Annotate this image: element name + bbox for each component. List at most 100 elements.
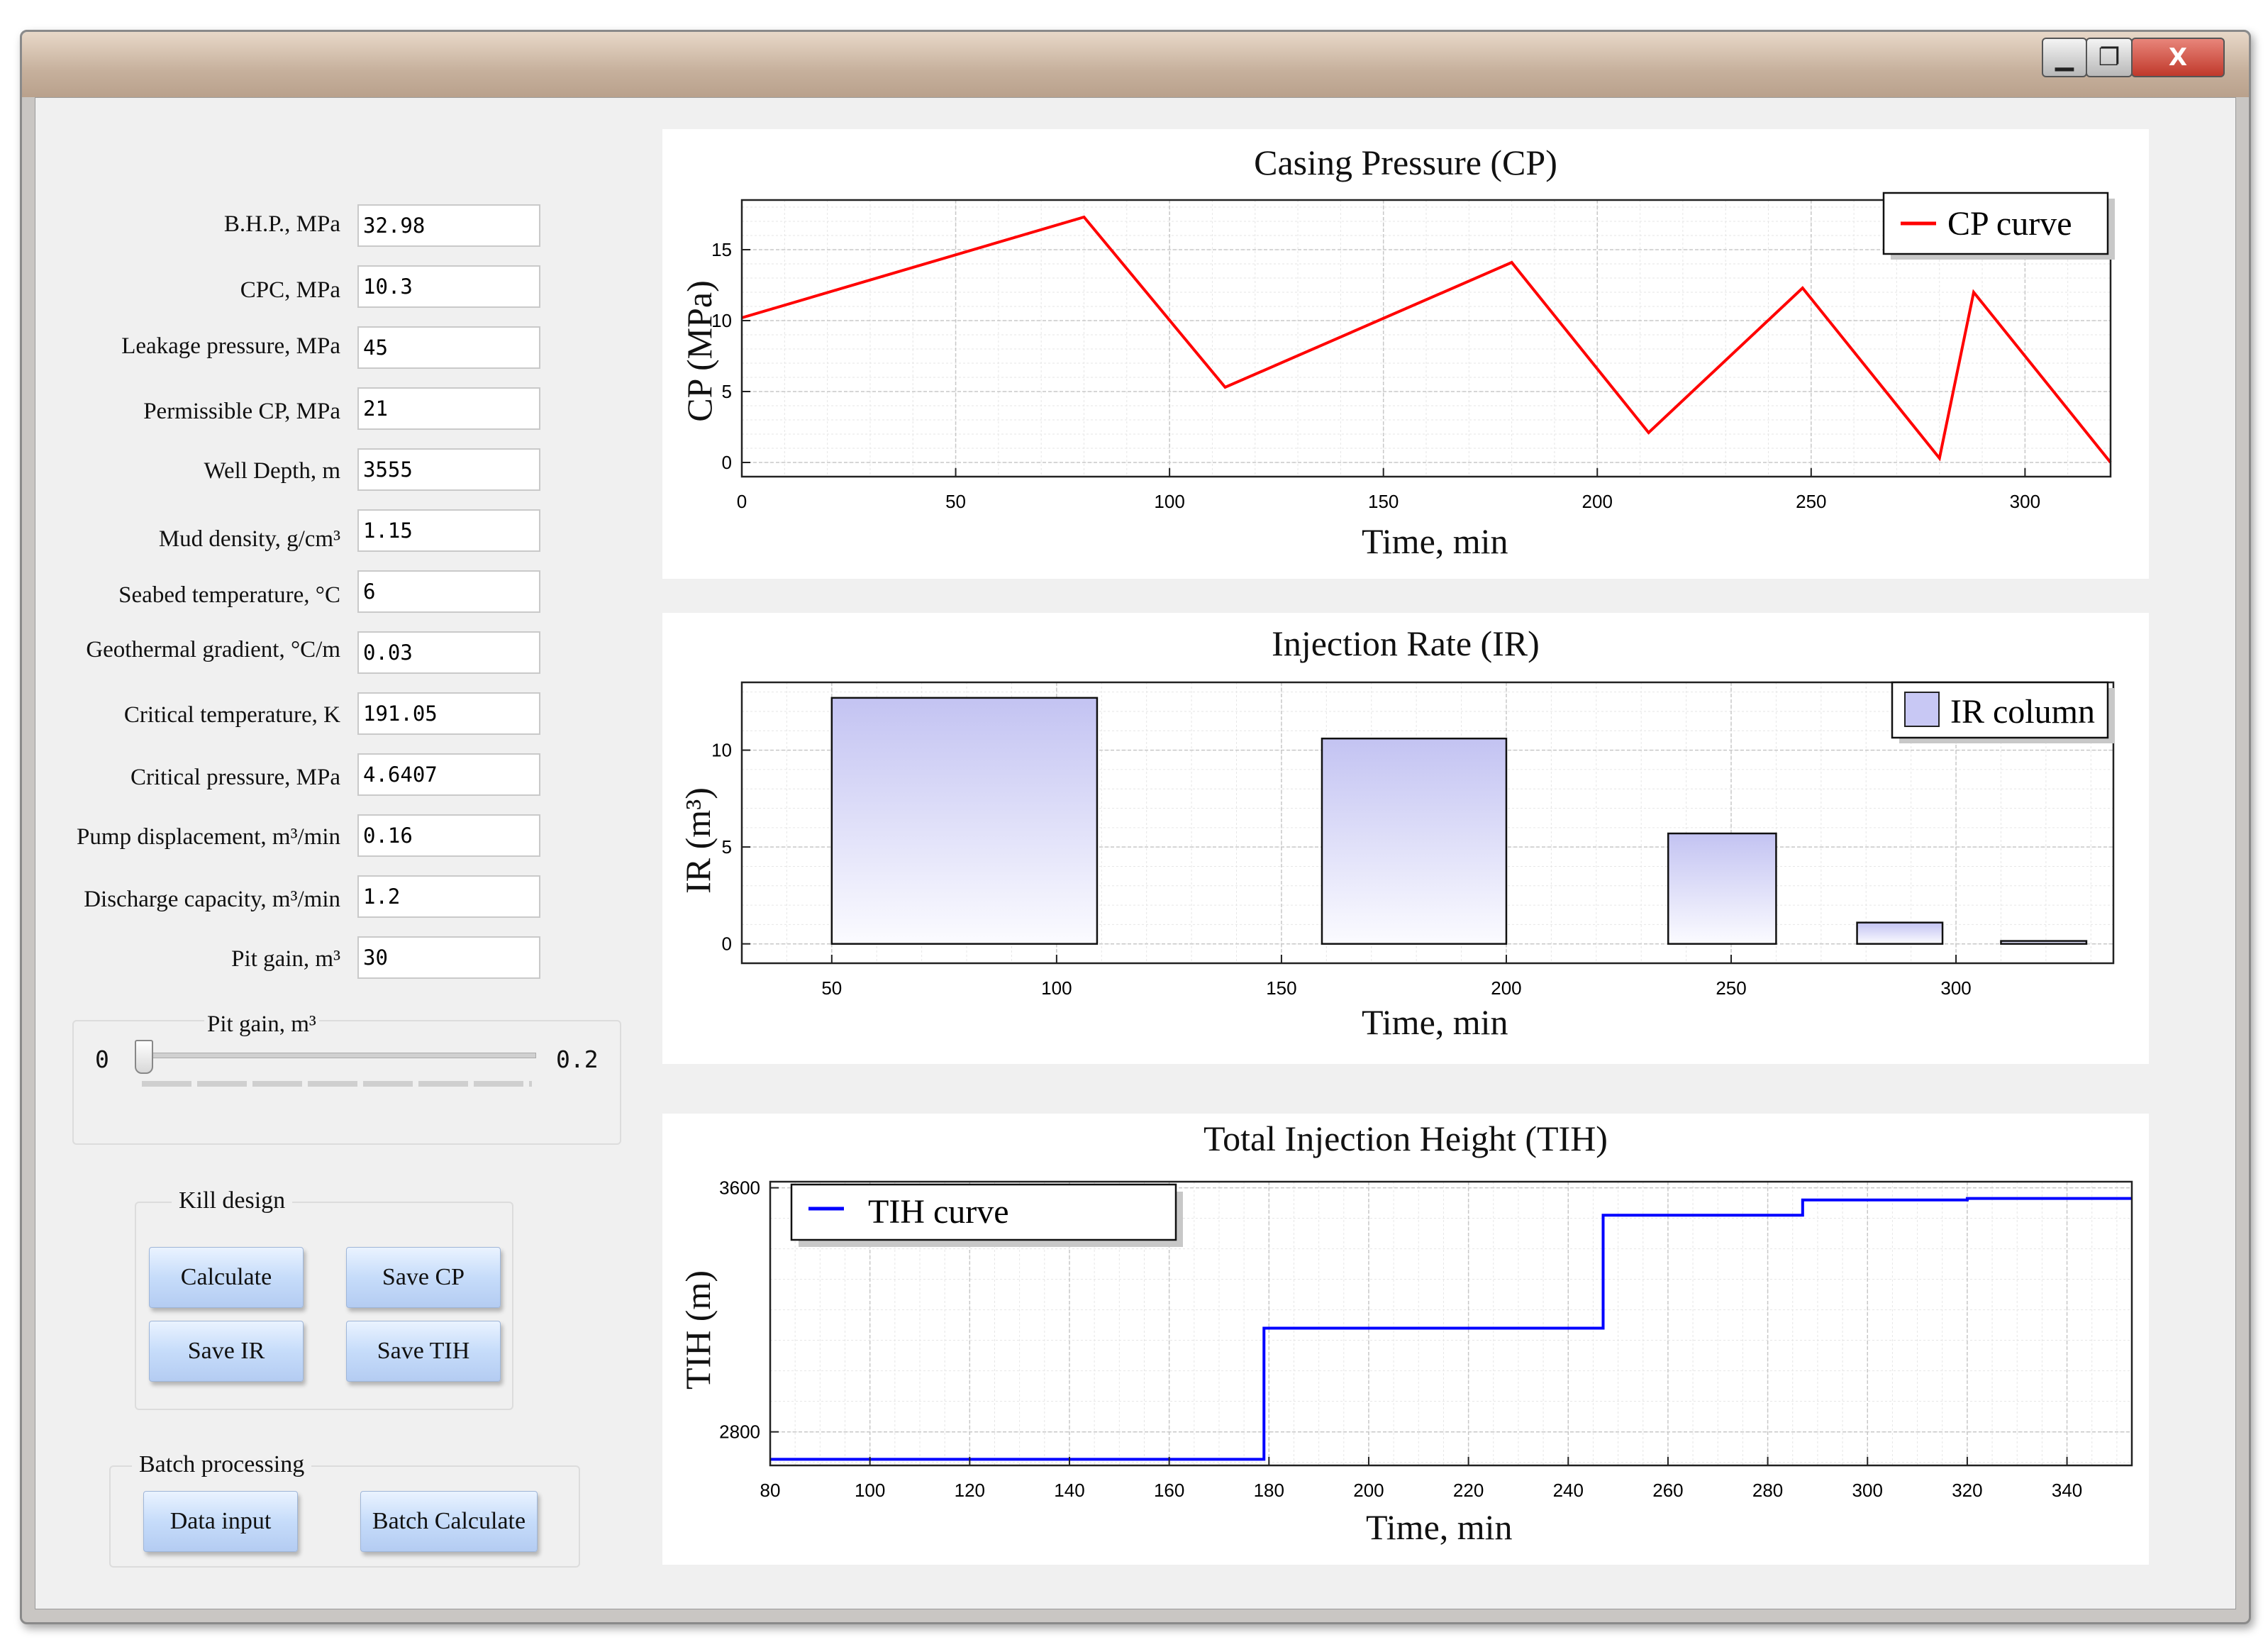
- legend-label: TIH curve: [868, 1193, 1009, 1231]
- x-tick-label: 200: [1582, 491, 1613, 512]
- save-ir-button[interactable]: Save IR: [149, 1321, 304, 1382]
- param-label: Leakage pressure, MPa: [121, 333, 340, 359]
- kill-design-title: Kill design: [172, 1187, 293, 1214]
- discharge-capacity-input[interactable]: [357, 875, 540, 918]
- pit-gain-slider-group: Pit gain, m³ 0 0.2: [72, 1011, 621, 1145]
- legend-label: CP curve: [1947, 205, 2072, 243]
- slider-title: Pit gain, m³: [204, 1011, 319, 1038]
- param-label: Pump displacement, m³/min: [77, 824, 340, 850]
- well-depth-input[interactable]: [357, 448, 540, 491]
- legend-box: [790, 1183, 1177, 1241]
- x-tick-label: 280: [1752, 1480, 1783, 1501]
- x-tick-label: 320: [1952, 1480, 1982, 1501]
- maximize-button[interactable]: ❐: [2086, 38, 2133, 77]
- x-tick-label: 100: [855, 1480, 885, 1501]
- mud-density-input[interactable]: [357, 509, 540, 552]
- kill-design-group: Kill design Calculate Save CP Save IR Sa…: [135, 1187, 513, 1410]
- close-button[interactable]: X: [2131, 38, 2225, 77]
- plot-frame: [740, 199, 2112, 478]
- bhp-input[interactable]: [357, 204, 540, 247]
- slider-track[interactable]: [138, 1053, 536, 1058]
- legend-label: IR column: [1950, 693, 2095, 731]
- cp-chart-title: Casing Pressure (CP): [1254, 143, 1557, 182]
- y-tick-label: 2800: [719, 1421, 760, 1443]
- x-tick-label: 100: [1041, 977, 1072, 999]
- series-line: [741, 215, 2112, 464]
- series-line: [770, 1197, 2132, 1461]
- x-tick-label: 200: [1353, 1480, 1384, 1501]
- param-label: B.H.P., MPa: [223, 211, 340, 237]
- critical-temperature-input[interactable]: [357, 692, 540, 735]
- cpc-input[interactable]: [357, 265, 540, 308]
- plot-frame: [769, 1180, 2133, 1467]
- x-tick-label: 250: [1796, 491, 1826, 512]
- slider-min-label: 0: [95, 1046, 109, 1073]
- x-tick-label: 50: [945, 491, 966, 512]
- cp-chart-panel: Casing Pressure (CP) Time, min CP (MPa) …: [662, 129, 2149, 579]
- pump-displacement-input[interactable]: [357, 814, 540, 857]
- y-tick-label: 5: [722, 381, 732, 402]
- minimize-button[interactable]: ▁: [2042, 38, 2087, 77]
- batch-calculate-button[interactable]: Batch Calculate: [360, 1491, 538, 1552]
- x-tick-label: 260: [1652, 1480, 1683, 1501]
- ir-x-axis-title: Time, min: [1362, 1002, 1508, 1042]
- app-window: ▁ ❐ X B.H.P., MPa CPC, MPa Leakage press…: [20, 30, 2251, 1624]
- param-label: Critical temperature, K: [123, 702, 340, 728]
- x-tick-label: 150: [1368, 491, 1399, 512]
- ir-chart-panel: Injection Rate (IR) Time, min IR (m³) 50…: [662, 613, 2149, 1064]
- slider-thumb[interactable]: [135, 1040, 153, 1074]
- batch-processing-group: Batch processing Data input Batch Calcul…: [109, 1451, 580, 1568]
- param-label: Mud density, g/cm³: [158, 526, 340, 552]
- tih-chart-panel: Total Injection Height (TIH) Time, min T…: [662, 1114, 2149, 1565]
- cp-x-axis-title: Time, min: [1362, 521, 1508, 561]
- client-area: B.H.P., MPa CPC, MPa Leakage pressure, M…: [35, 97, 2236, 1609]
- x-tick-label: 340: [2052, 1480, 2082, 1501]
- pit-gain-input[interactable]: [357, 936, 540, 979]
- save-cp-button[interactable]: Save CP: [346, 1247, 501, 1308]
- param-label: Discharge capacity, m³/min: [84, 887, 340, 912]
- ir-chart: 50 100 150 200 250 300 0 5 10 IR column: [711, 681, 2115, 999]
- x-tick-label: 100: [1154, 491, 1184, 512]
- slider-max-label: 0.2: [556, 1046, 599, 1073]
- batch-processing-title: Batch processing: [132, 1451, 312, 1478]
- title-bar[interactable]: ▁ ❐ X: [22, 32, 2249, 97]
- seabed-temperature-input[interactable]: [357, 570, 540, 613]
- geothermal-gradient-input[interactable]: [357, 631, 540, 674]
- calculate-button[interactable]: Calculate: [149, 1247, 304, 1308]
- param-label: CPC, MPa: [240, 277, 340, 303]
- x-tick-label: 120: [955, 1480, 985, 1501]
- x-tick-label: 200: [1491, 977, 1521, 999]
- y-tick-label: 0: [722, 452, 732, 473]
- param-label: Well Depth, m: [204, 458, 340, 484]
- x-tick-label: 300: [1852, 1480, 1883, 1501]
- param-label: Critical pressure, MPa: [130, 765, 340, 790]
- x-tick-label: 250: [1716, 977, 1746, 999]
- x-tick-label: 300: [2010, 491, 2040, 512]
- leakage-pressure-input[interactable]: [357, 326, 540, 369]
- ir-bar: [1856, 921, 1944, 945]
- cp-chart: 0 50 100 150 200 250 300 0 5 10 15 CP curve: [711, 192, 2115, 512]
- data-input-button[interactable]: Data input: [143, 1491, 298, 1552]
- x-tick-label: 220: [1453, 1480, 1484, 1501]
- tih-chart: 80 100 120 140 160 180 200 220 240 260 280 300 320 34…: [719, 1177, 2133, 1501]
- x-tick-label: 300: [1940, 977, 1971, 999]
- x-tick-label: 80: [760, 1480, 781, 1501]
- y-tick-label: 10: [711, 740, 732, 761]
- tih-chart-title: Total Injection Height (TIH): [1204, 1119, 1608, 1158]
- ir-bar: [2000, 940, 2088, 945]
- param-label: Seabed temperature, °C: [118, 582, 340, 608]
- y-tick-label: 15: [711, 239, 732, 260]
- x-tick-label: 50: [821, 977, 842, 999]
- x-tick-label: 150: [1266, 977, 1296, 999]
- permissible-cp-input[interactable]: [357, 387, 540, 430]
- y-tick-label: 5: [722, 836, 732, 858]
- tih-x-axis-title: Time, min: [1366, 1507, 1513, 1547]
- y-tick-label: 10: [711, 310, 732, 331]
- x-tick-label: 240: [1553, 1480, 1584, 1501]
- ir-bar: [830, 697, 1099, 945]
- ir-chart-title: Injection Rate (IR): [1272, 623, 1540, 663]
- legend-swatch: [1904, 692, 1940, 727]
- save-tih-button[interactable]: Save TIH: [346, 1321, 501, 1382]
- x-tick-label: 160: [1154, 1480, 1184, 1501]
- critical-pressure-input[interactable]: [357, 753, 540, 796]
